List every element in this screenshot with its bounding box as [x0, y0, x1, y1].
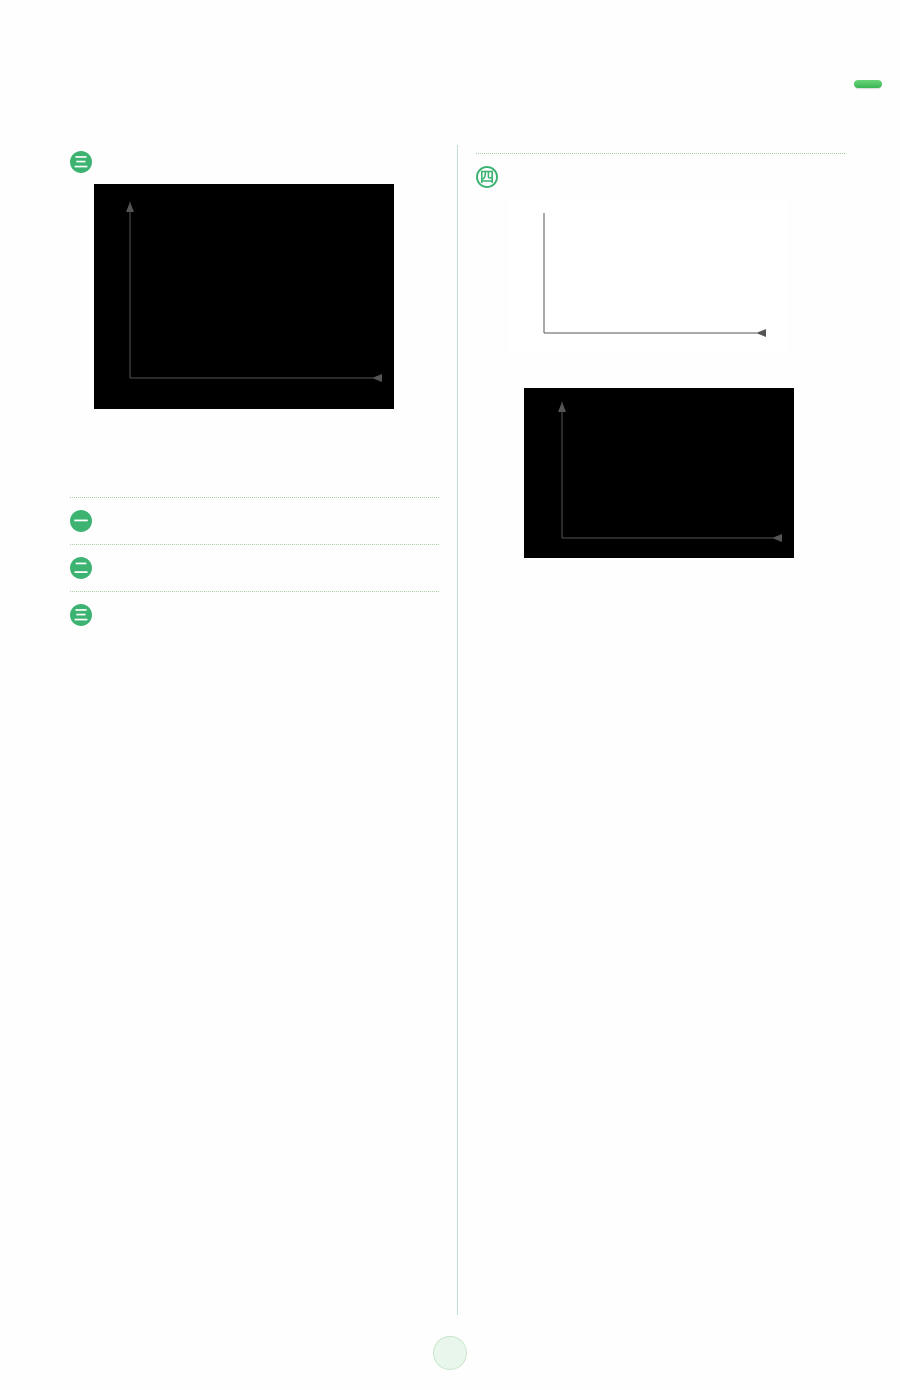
- left-column: 三: [70, 145, 439, 1315]
- badge-four-icon: 四: [476, 166, 498, 188]
- electricity-chart: [524, 388, 794, 558]
- divider: [70, 544, 439, 545]
- weekly-temp-chart: [94, 184, 394, 409]
- sec3: 三: [70, 604, 439, 626]
- header-tab: [854, 80, 882, 88]
- q3-line1: [96, 452, 439, 479]
- q1-block: 三: [70, 151, 439, 178]
- sec2: 二: [70, 557, 439, 579]
- badge-one-icon: 一: [70, 510, 92, 532]
- divider: [476, 153, 845, 154]
- badge-two-icon: 二: [70, 557, 92, 579]
- right-column: 四: [476, 145, 845, 1315]
- page-number: [433, 1336, 467, 1370]
- divider: [70, 497, 439, 498]
- divider: [70, 591, 439, 592]
- q2-line: [96, 421, 439, 448]
- columns: 三: [70, 145, 845, 1315]
- sec4: 四: [476, 166, 845, 571]
- score-bar-chart: [508, 199, 788, 354]
- sec1: 一: [70, 510, 439, 532]
- column-divider: [457, 145, 458, 1315]
- badge-three-icon: 三: [70, 604, 92, 626]
- page: 三: [0, 0, 900, 1390]
- badge-three-icon: 三: [70, 151, 92, 173]
